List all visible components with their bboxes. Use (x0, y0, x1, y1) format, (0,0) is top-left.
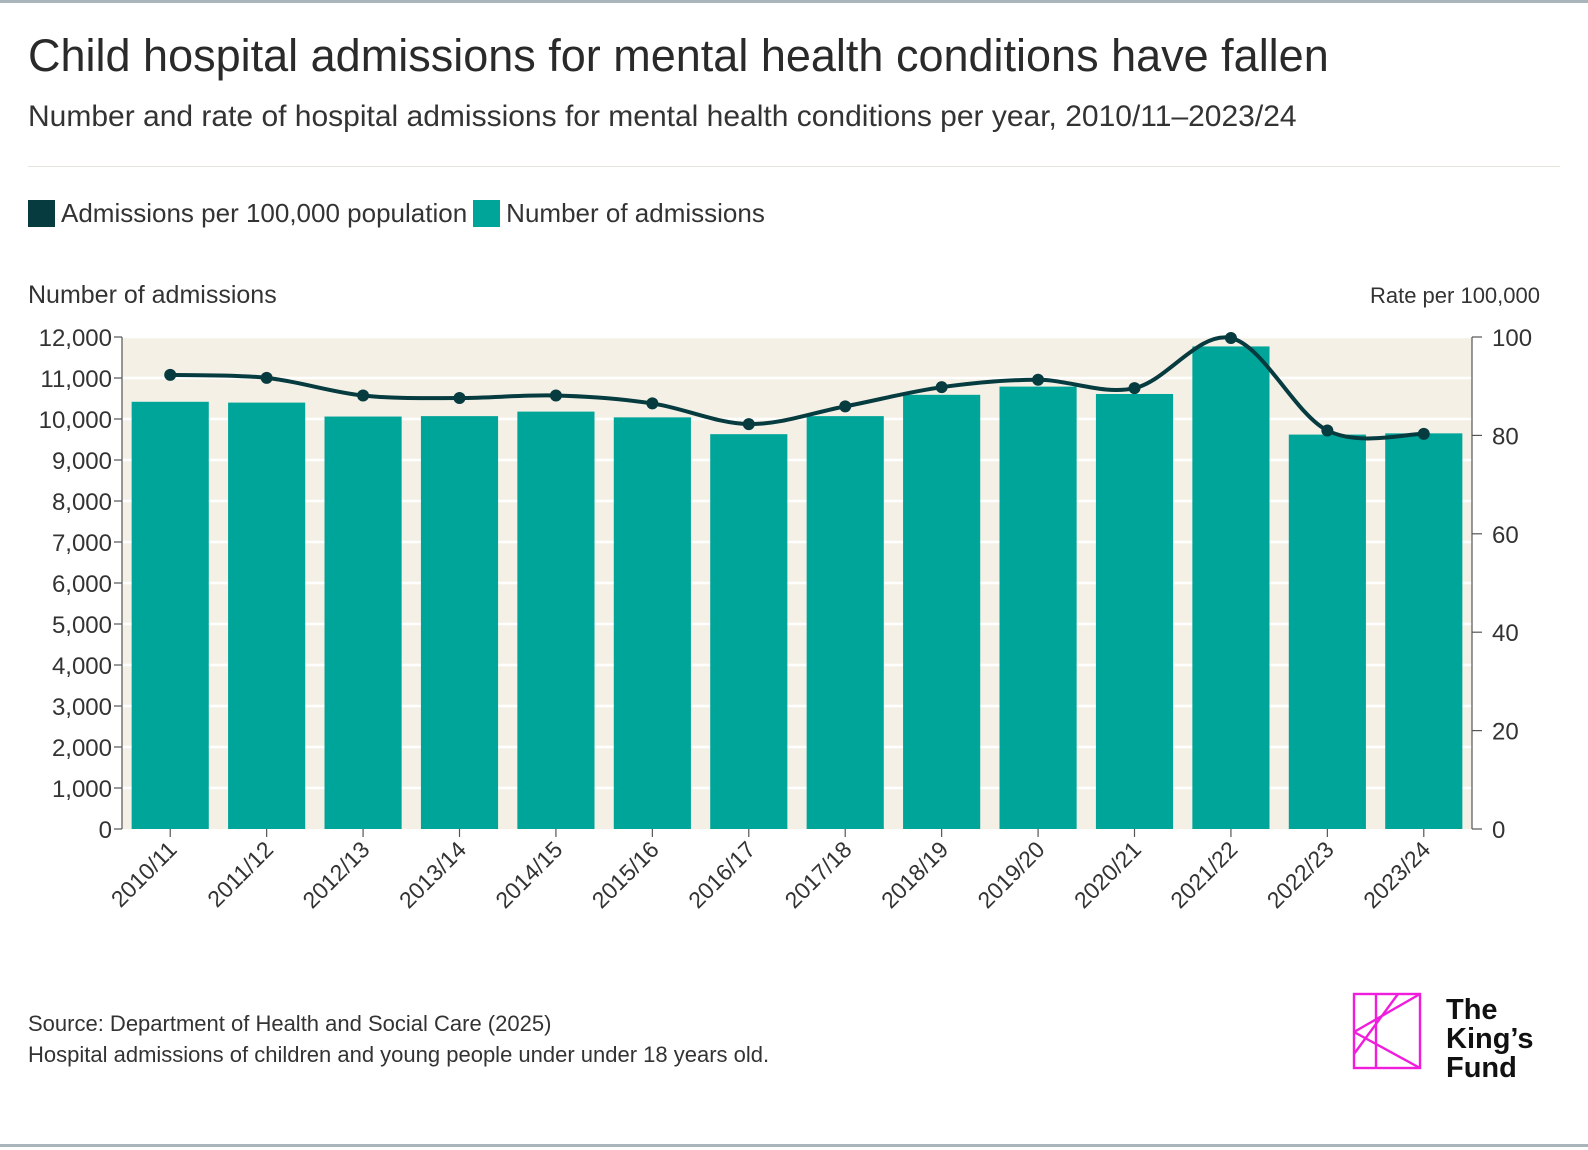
bar-2013/14 (420, 416, 499, 829)
bar-2010/11 (131, 401, 209, 829)
rate-point-2012/13 (357, 389, 370, 402)
footer: Source: Department of Health and Social … (28, 1008, 769, 1070)
left-tick-label: 9,000 (52, 448, 112, 475)
bar-2014/15 (517, 411, 595, 829)
legend-label-number: Number of admissions (506, 198, 765, 228)
kings-fund-logo: The King’s Fund (1352, 992, 1546, 1088)
y-axis-title: Number of admissions (28, 281, 277, 309)
x-tick-label: 2019/20 (972, 836, 1049, 913)
legend-swatch-number (473, 200, 501, 227)
chart-subtitle: Number and rate of hospital admissions f… (28, 100, 1297, 133)
header-divider (28, 166, 1560, 167)
bar-2018/19 (903, 394, 981, 829)
rate-point-2013/14 (453, 392, 466, 405)
x-tick-label: 2021/22 (1165, 836, 1242, 913)
x-tick-label: 2017/18 (780, 836, 857, 913)
top-border (0, 0, 1588, 3)
bar-2022/23 (1288, 434, 1366, 829)
legend-item-number: Number of admissions (473, 198, 765, 229)
left-tick-label: 5,000 (52, 612, 112, 639)
rate-point-2014/15 (549, 389, 562, 402)
kings-fund-logo-mark (1352, 992, 1422, 1070)
logo-line-3: Fund (1446, 1052, 1517, 1084)
x-tick-label: 2014/15 (490, 836, 567, 913)
rate-point-2016/17 (742, 418, 755, 431)
bar-2021/22 (1192, 346, 1270, 829)
x-tick-label: 2010/11 (106, 836, 182, 912)
left-tick-label: 0 (99, 817, 112, 844)
bar-2017/18 (806, 416, 884, 829)
x-tick-label: 2011/12 (202, 836, 278, 912)
bar-2016/17 (710, 434, 788, 829)
rate-point-2023/24 (1417, 427, 1430, 440)
left-tick-label: 3,000 (52, 694, 112, 721)
x-tick-label: 2013/14 (394, 836, 471, 913)
left-tick-label: 10,000 (39, 407, 112, 434)
chart-title: Child hospital admissions for mental hea… (28, 30, 1329, 81)
legend: Admissions per 100,000 population Number… (28, 198, 771, 229)
left-tick-label: 4,000 (52, 653, 112, 680)
rate-point-2010/11 (164, 368, 177, 381)
x-tick-label: 2016/17 (683, 836, 760, 913)
left-tick-label: 8,000 (52, 489, 112, 516)
rate-line (164, 331, 1430, 441)
right-tick-label: 100 (1492, 325, 1532, 352)
x-tick-label: 2023/24 (1358, 836, 1435, 913)
population-note: Hospital admissions of children and youn… (28, 1042, 770, 1067)
legend-swatch-rate (28, 200, 55, 227)
rate-point-2015/16 (646, 397, 659, 410)
source-note: Source: Department of Health and Social … (28, 1011, 552, 1036)
x-axis-ticks: 2010/11 2011/12 2012/13 2013/14 2014/15 2015/… (106, 829, 1435, 913)
left-tick-label: 12,000 (39, 325, 112, 352)
x-tick-label: 2012/13 (297, 836, 374, 913)
bars (131, 346, 1463, 829)
right-tick-label: 40 (1492, 620, 1519, 647)
bar-2023/24 (1385, 433, 1463, 829)
kings-fund-wordmark: The King’s Fund (1446, 996, 1534, 1083)
right-tick-label: 0 (1492, 817, 1505, 844)
x-tick-label: 2018/19 (876, 836, 953, 913)
bar-2019/20 (999, 386, 1077, 829)
right-tick-label: 60 (1492, 522, 1519, 549)
bar-2011/12 (228, 402, 306, 829)
left-tick-label: 11,000 (40, 366, 112, 393)
x-tick-label: 2015/16 (587, 836, 664, 913)
right-tick-label: 20 (1492, 719, 1519, 746)
x-tick-label: 2022/23 (1262, 836, 1339, 913)
y2-axis-title: Rate per 100,000 (1370, 283, 1540, 308)
bar-2015/16 (613, 417, 691, 829)
right-tick-label: 80 (1492, 423, 1519, 450)
right-axis-ticks: 0 20 40 60 80 100 (1471, 325, 1532, 844)
admissions-chart: 0 1,000 2,000 3,000 4,000 5,000 6,000 7,000 8,00… (28, 281, 1540, 913)
logo-line-1: The (1446, 994, 1498, 1026)
left-axis-ticks: 0 1,000 2,000 3,000 4,000 5,000 6,000 7,000 8,00… (39, 325, 123, 844)
left-tick-label: 1,000 (52, 776, 112, 803)
x-tick-label: 2020/21 (1069, 836, 1146, 913)
left-tick-label: 6,000 (52, 571, 112, 598)
rate-point-2017/18 (839, 400, 852, 413)
left-tick-label: 2,000 (52, 735, 112, 762)
rate-point-2020/21 (1128, 382, 1141, 395)
bottom-border (0, 1144, 1588, 1147)
bar-2020/21 (1095, 393, 1174, 829)
bar-2012/13 (324, 416, 402, 829)
rate-point-2021/22 (1224, 331, 1237, 344)
legend-label-rate: Admissions per 100,000 population (61, 198, 468, 228)
rate-point-2011/12 (260, 371, 273, 384)
rate-point-2019/20 (1032, 373, 1045, 386)
rate-point-2022/23 (1321, 424, 1334, 437)
legend-item-rate: Admissions per 100,000 population (28, 198, 467, 229)
left-tick-label: 7,000 (52, 530, 112, 557)
logo-line-2: King’s (1446, 1023, 1534, 1055)
rate-point-2018/19 (935, 381, 948, 394)
